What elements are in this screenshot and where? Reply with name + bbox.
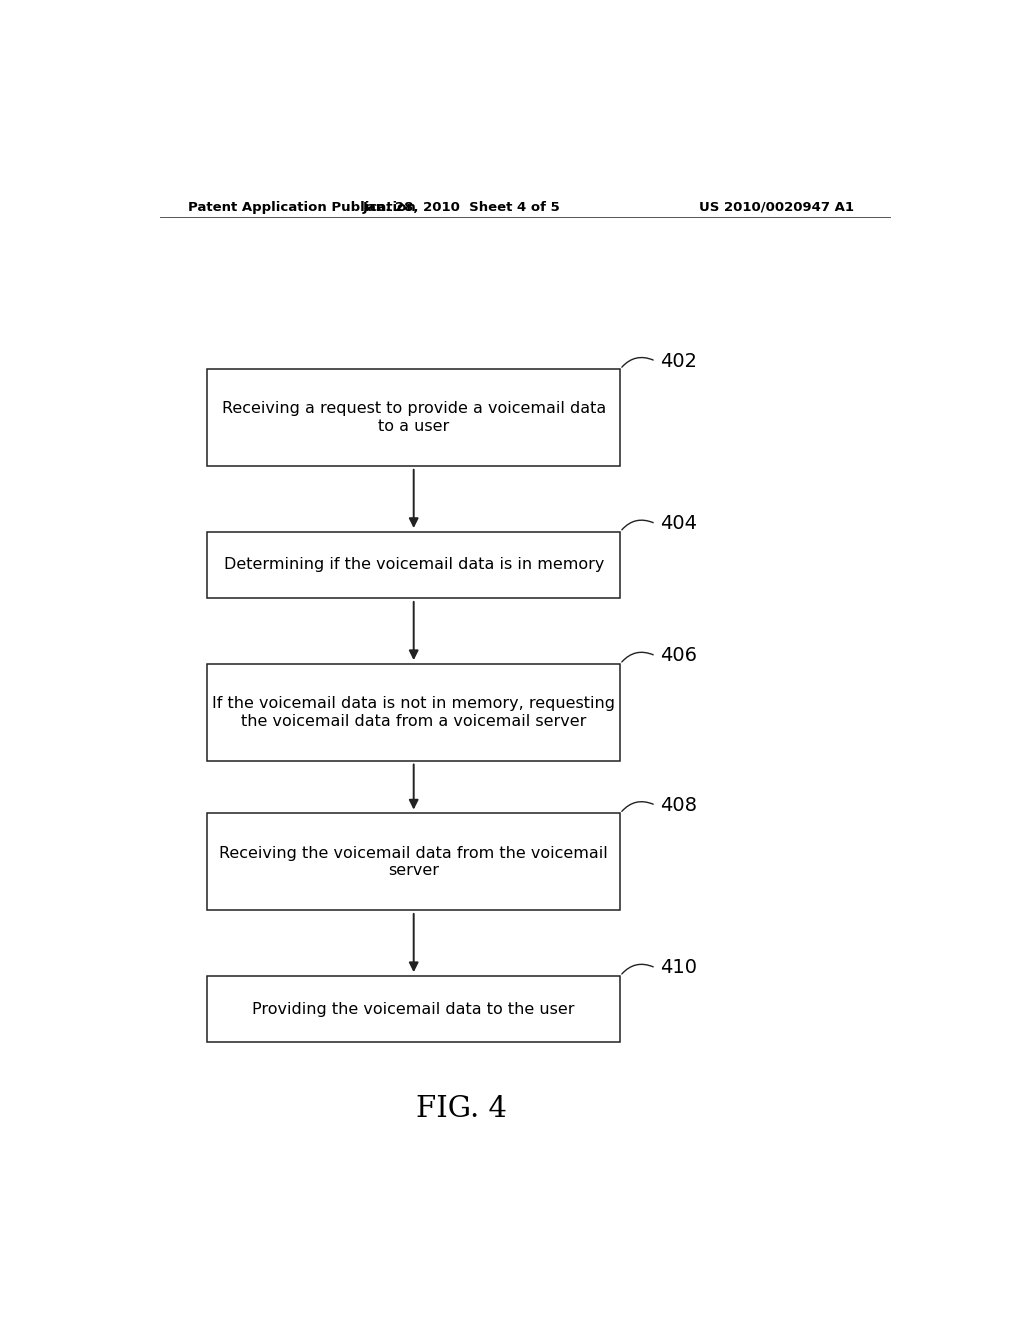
Text: 410: 410 xyxy=(659,958,696,978)
Text: US 2010/0020947 A1: US 2010/0020947 A1 xyxy=(699,201,854,214)
Text: Receiving the voicemail data from the voicemail
server: Receiving the voicemail data from the vo… xyxy=(219,846,608,878)
Text: 406: 406 xyxy=(659,647,696,665)
Text: Providing the voicemail data to the user: Providing the voicemail data to the user xyxy=(253,1002,574,1016)
Bar xyxy=(207,532,621,598)
Bar xyxy=(207,975,621,1043)
Text: 404: 404 xyxy=(659,515,696,533)
Text: Patent Application Publication: Patent Application Publication xyxy=(187,201,416,214)
Bar xyxy=(207,370,621,466)
Text: Determining if the voicemail data is in memory: Determining if the voicemail data is in … xyxy=(223,557,604,573)
Text: FIG. 4: FIG. 4 xyxy=(416,1094,507,1123)
Text: 402: 402 xyxy=(659,351,696,371)
Text: Jan. 28, 2010  Sheet 4 of 5: Jan. 28, 2010 Sheet 4 of 5 xyxy=(362,201,560,214)
Text: If the voicemail data is not in memory, requesting
the voicemail data from a voi: If the voicemail data is not in memory, … xyxy=(212,696,615,729)
Bar xyxy=(207,813,621,909)
Text: Receiving a request to provide a voicemail data
to a user: Receiving a request to provide a voicema… xyxy=(221,401,606,434)
Bar xyxy=(207,664,621,760)
Text: 408: 408 xyxy=(659,796,696,814)
